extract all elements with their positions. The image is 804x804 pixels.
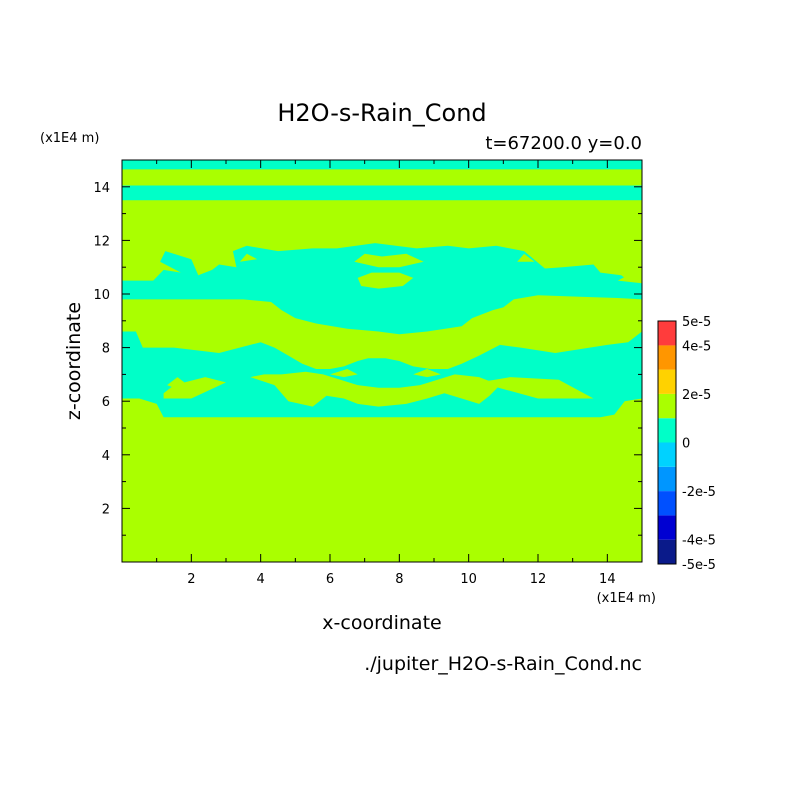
y-tick-label: 6 [102,395,110,410]
positive-island [330,369,358,378]
x-unit-label: (x1E4 m) [597,591,656,606]
y-tick-label: 4 [102,449,110,464]
x-tick-label: 8 [395,572,403,587]
colorbar-swatch [658,393,676,419]
contour-field [122,160,642,562]
colorbar-tick-label: 4e-5 [682,339,711,354]
colorbar-tick-label: 0 [682,437,690,452]
negative-region [122,160,642,170]
y-axis: 2 4 6 8 10 12 14 [93,181,642,536]
negative-region [122,331,642,418]
colorbar-swatch [658,369,676,394]
colorbar-swatch [658,491,676,516]
colorbar-tick-label: 2e-5 [682,388,711,403]
x-tick-label: 4 [257,572,265,587]
y-axis-label: z-coordinate [63,302,85,420]
colorbar-swatch [658,539,676,564]
positive-island [357,272,414,289]
y-tick-label: 10 [93,288,110,303]
colorbar-swatch [658,418,676,443]
colorbar-swatch [658,321,676,346]
x-axis: 2 4 6 8 10 12 14 [156,160,616,587]
y-tick-label: 14 [93,181,110,196]
plot-frame [121,159,643,563]
colorbar-tick-label: 5e-5 [682,315,711,330]
positive-island [354,253,424,268]
chart-title: H2O-s-Rain_Cond [277,99,486,127]
colorbar-swatch [658,345,676,370]
colorbar-swatch [658,466,676,492]
colorbar-tick-label: -5e-5 [682,558,716,573]
positive-island [617,275,642,284]
colorbar-tick-label: -2e-5 [682,485,716,500]
colorbar-frame [657,320,677,565]
positive-island [167,377,185,388]
chart-subtitle: t=67200.0 y=0.0 [485,133,642,154]
positive-island [479,377,594,399]
colorbar: 5e-5 4e-5 2e-5 0 -2e-5 -4e-5 -5e-5 [657,315,716,573]
positive-island [250,371,500,407]
colorbar-swatch [658,515,676,540]
x-axis-label: x-coordinate [322,612,441,634]
x-tick-label: 10 [460,572,477,587]
colorbar-swatch [658,442,676,467]
x-tick-label: 14 [599,572,616,587]
negative-region [122,243,642,335]
negative-region [122,185,642,201]
x-tick-label: 12 [530,572,547,587]
y-tick-label: 2 [102,502,110,517]
y-tick-label: 12 [93,234,110,249]
x-tick-label: 6 [326,572,334,587]
y-unit-label: (x1E4 m) [40,131,99,146]
colorbar-tick-label: -4e-5 [682,534,716,549]
positive-island [163,377,226,399]
positive-island [413,369,441,378]
y-tick-label: 8 [102,342,110,357]
source-file-label: ./jupiter_H2O-s-Rain_Cond.nc [364,653,642,675]
x-tick-label: 2 [187,572,195,587]
positive-island [239,253,258,262]
positive-island [517,253,535,262]
